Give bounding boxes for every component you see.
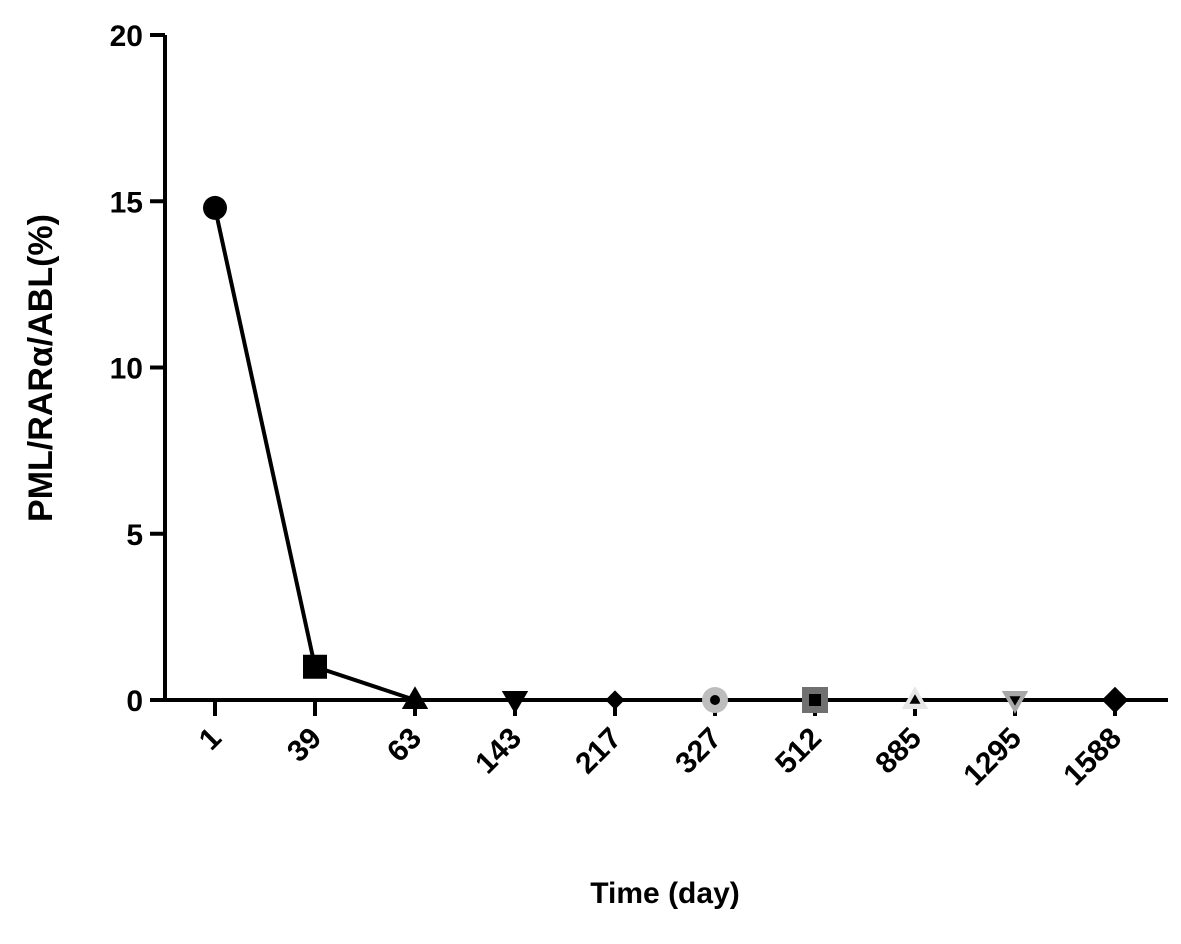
data-point-marker xyxy=(605,690,625,710)
y-tick-label: 5 xyxy=(126,519,143,552)
y-tick-label: 10 xyxy=(110,353,143,386)
series-polyline xyxy=(213,207,416,702)
x-tick-label: 1588 xyxy=(1057,722,1128,793)
data-markers xyxy=(203,195,1129,714)
data-point-marker xyxy=(1101,686,1129,714)
x-tick-label: 63 xyxy=(381,722,428,769)
data-point-marker xyxy=(203,195,227,220)
x-tick-label: 143 xyxy=(469,722,528,781)
data-point-marker xyxy=(501,691,529,714)
axes xyxy=(163,35,1168,702)
x-tick-label: 512 xyxy=(769,722,828,781)
series-line xyxy=(213,207,416,702)
y-tick-label: 20 xyxy=(110,20,143,53)
data-point-marker-inner xyxy=(710,695,720,705)
data-point-marker-inner xyxy=(909,694,921,704)
y-tick-label: 15 xyxy=(110,186,143,219)
y-axis-ticks: 0 5 10 15 20 xyxy=(110,20,165,718)
x-tick-label: 327 xyxy=(669,722,728,781)
data-point-marker xyxy=(401,686,429,709)
y-tick-label: 0 xyxy=(126,685,143,718)
data-point-marker-inner xyxy=(1009,696,1021,706)
y-axis-title: PML/RARα/ABL(%) xyxy=(22,214,60,522)
x-axis-title: Time (day) xyxy=(590,877,740,910)
x-tick-label: 1 xyxy=(193,722,228,757)
x-tick-label: 39 xyxy=(281,722,328,769)
x-tick-label: 1295 xyxy=(957,722,1028,793)
data-point-marker xyxy=(303,654,327,679)
x-tick-label: 885 xyxy=(869,722,928,781)
data-point-marker-inner xyxy=(809,694,821,706)
x-axis-ticks: 1 39 63 143 217 327 512 885 1295 1588 xyxy=(193,700,1128,792)
x-tick-label: 217 xyxy=(569,722,628,781)
